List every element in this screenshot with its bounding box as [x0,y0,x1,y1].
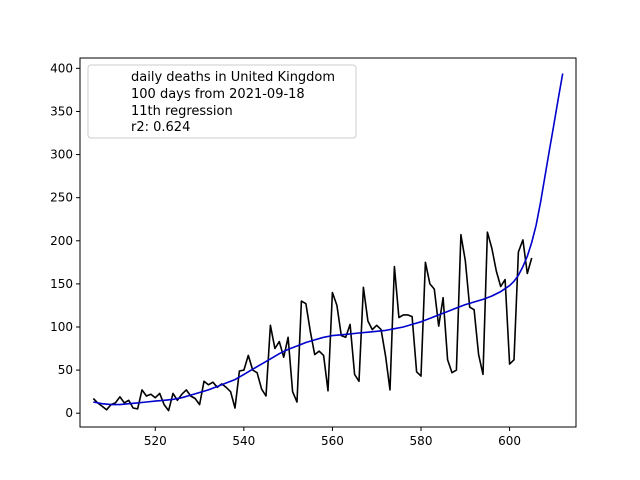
x-tick-label: 580 [410,434,433,448]
legend: daily deaths in United Kingdom 100 days … [87,64,357,139]
y-tick-label: 0 [65,406,73,420]
x-tick-label: 520 [144,434,167,448]
y-tick-label: 250 [50,191,73,205]
legend-line-4: r2: 0.624 [131,120,190,135]
y-tick-label: 200 [50,234,73,248]
y-tick-label: 350 [50,104,73,118]
series-line-1 [92,231,533,412]
y-tick-label: 150 [50,277,73,291]
x-tick-label: 560 [321,434,344,448]
legend-box [87,64,357,139]
x-tick-label: 600 [498,434,521,448]
legend-line-1: daily deaths in United Kingdom [131,70,335,85]
ticks-layer: 520 540 560 580 600 0 50 100 150 200 250 300 350 400 [50,61,521,448]
y-tick-label: 50 [58,363,73,377]
series-layer [92,73,564,412]
y-tick-label: 100 [50,320,73,334]
y-tick-label: 300 [50,148,73,162]
axes-frame [79,57,577,428]
y-tick-label: 400 [50,61,73,75]
x-tick-label: 540 [232,434,255,448]
legend-line-3: 11th regression [131,104,233,119]
legend-line-2: 100 days from 2021-09-18 [131,87,305,102]
series-line-2 [93,73,564,406]
